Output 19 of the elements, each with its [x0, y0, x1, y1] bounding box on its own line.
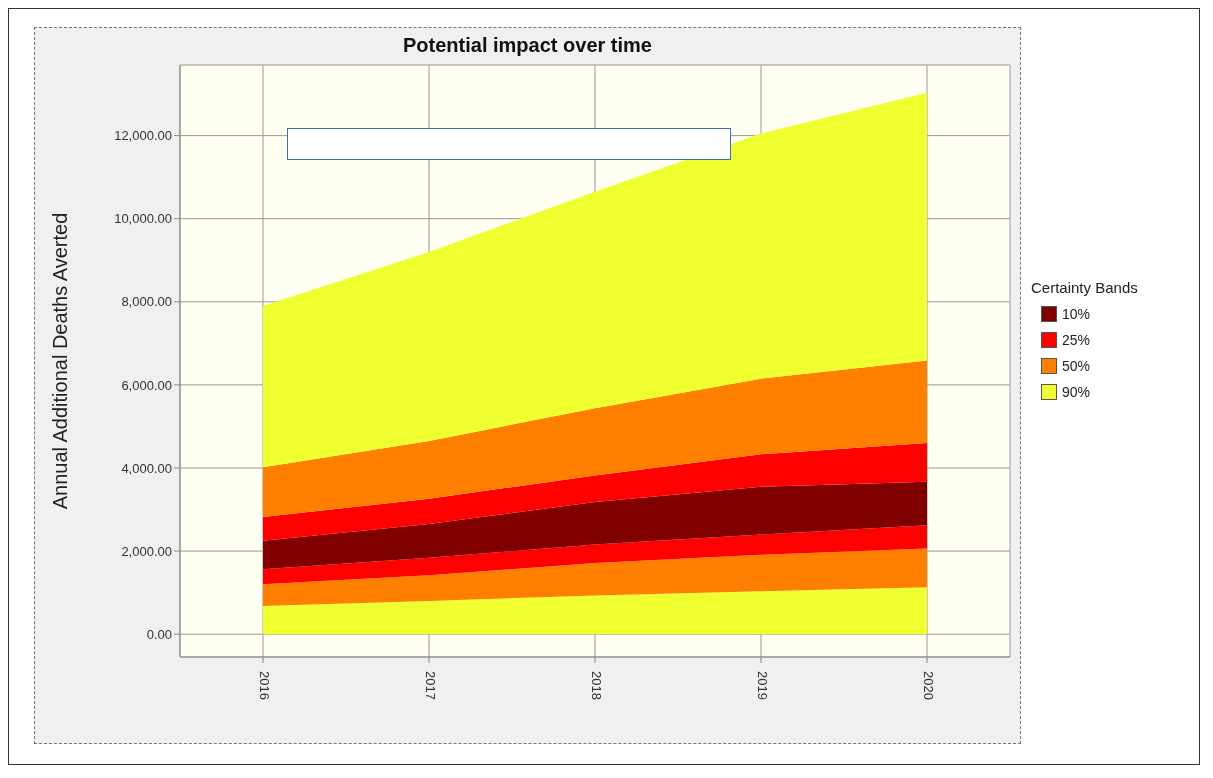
- x-tick-label: 2017: [422, 671, 438, 700]
- legend-label: 90%: [1062, 384, 1091, 400]
- y-tick-label: 2,000.00: [121, 543, 172, 559]
- legend-title: Certainty Bands: [1031, 279, 1138, 296]
- y-tick-label: 8,000.00: [121, 294, 172, 310]
- legend-label: 50%: [1062, 358, 1091, 374]
- y-tick-label: 10,000.00: [114, 211, 172, 227]
- x-tick-label: 2018: [588, 671, 604, 700]
- x-tick-label: 2020: [920, 671, 936, 700]
- y-tick-label: 6,000.00: [121, 377, 172, 393]
- legend-label: 10%: [1062, 306, 1091, 322]
- y-tick-label: 12,000.00: [114, 128, 172, 144]
- y-tick-label: 4,000.00: [121, 460, 172, 476]
- y-tick-label: 0.00: [146, 626, 172, 642]
- legend-label: 25%: [1062, 332, 1091, 348]
- x-tick-label: 2016: [256, 671, 272, 700]
- x-tick-label: 2019: [754, 671, 770, 700]
- chart-title: Potential impact over time: [402, 34, 653, 57]
- y-axis-title: Annual Additional Deaths Averted: [49, 212, 72, 510]
